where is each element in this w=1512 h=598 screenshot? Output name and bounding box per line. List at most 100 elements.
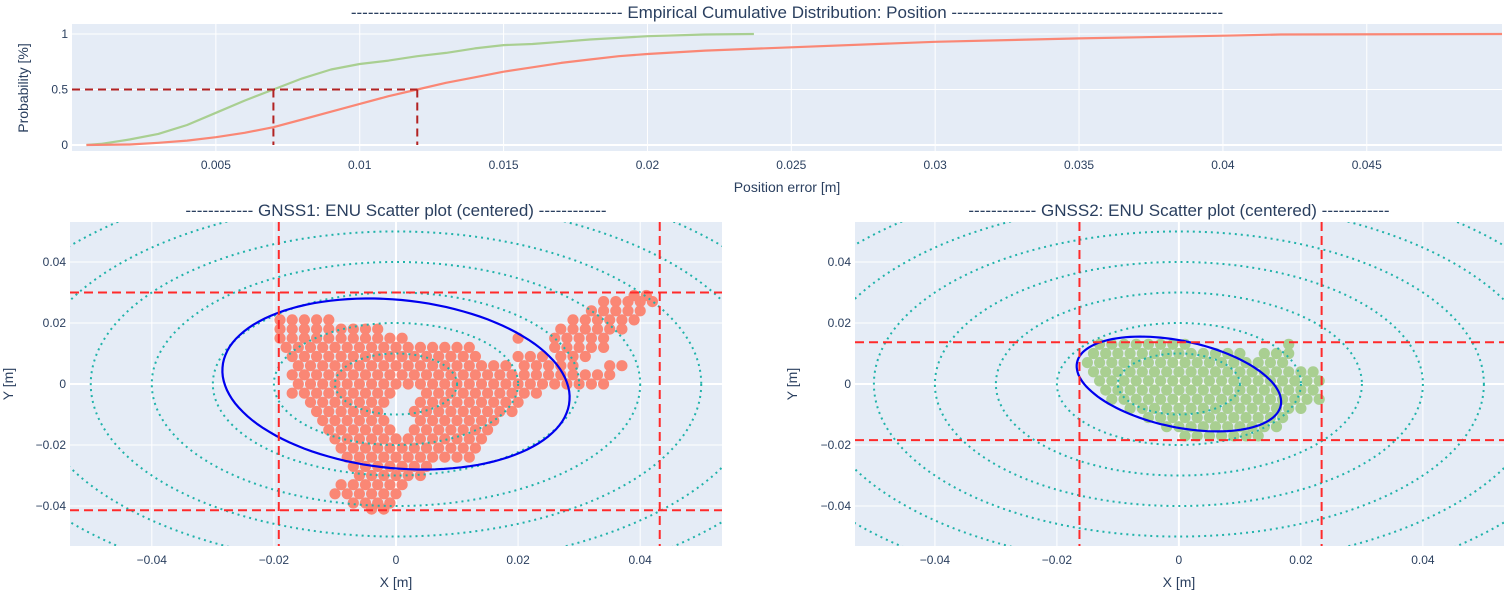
scatter-point bbox=[317, 396, 329, 408]
scatter-point bbox=[1106, 375, 1118, 387]
scatter-point bbox=[311, 387, 323, 399]
scatter-point bbox=[427, 415, 439, 427]
scatter-point bbox=[298, 323, 310, 335]
scatter-point bbox=[286, 350, 298, 363]
scatter-point bbox=[366, 341, 378, 353]
scatter-point bbox=[1167, 375, 1179, 387]
scatter-point bbox=[604, 323, 616, 335]
scatter-point bbox=[347, 405, 359, 418]
scatter-point bbox=[500, 360, 512, 372]
scatter-point bbox=[1197, 366, 1209, 378]
scatter-point bbox=[457, 442, 469, 454]
scatter-point bbox=[1234, 347, 1246, 360]
scatter-point bbox=[1179, 375, 1191, 387]
scatter-point bbox=[396, 350, 408, 363]
scatter-point bbox=[323, 387, 335, 399]
scatter-point bbox=[347, 350, 359, 363]
scatter-point bbox=[543, 360, 555, 372]
scatter-point bbox=[378, 415, 390, 427]
scatter-point bbox=[1179, 357, 1191, 369]
scatter-point bbox=[1216, 412, 1228, 424]
reference-circle bbox=[89, 230, 703, 538]
scatter-point bbox=[512, 350, 524, 363]
scatter-point bbox=[378, 433, 390, 445]
scatter-point bbox=[323, 424, 335, 436]
scatter-point bbox=[1185, 384, 1197, 396]
scatter-point bbox=[1191, 430, 1203, 442]
scatter-point bbox=[304, 396, 317, 408]
scatter-point bbox=[488, 396, 500, 408]
scatter-point bbox=[1124, 384, 1136, 396]
scatter-point bbox=[433, 369, 445, 381]
scatter-point bbox=[451, 396, 463, 408]
scatter-point bbox=[1209, 366, 1222, 378]
scatter-point bbox=[1197, 402, 1209, 414]
scatter-point bbox=[335, 442, 347, 454]
scatter-point bbox=[1167, 357, 1179, 369]
scatter-point bbox=[561, 332, 573, 344]
scatter-point bbox=[1295, 402, 1307, 414]
reference-circle bbox=[150, 260, 642, 508]
scatter-point bbox=[298, 350, 310, 363]
scatter-point bbox=[390, 469, 402, 482]
scatter-point bbox=[384, 350, 396, 363]
scatter-point bbox=[414, 341, 426, 353]
cdf-plot-area[interactable] bbox=[72, 24, 1502, 151]
y-tick-label: −0.02 bbox=[36, 438, 67, 452]
scatter-point bbox=[1234, 384, 1246, 396]
scatter-point bbox=[457, 369, 469, 381]
scatter-point bbox=[1124, 347, 1136, 360]
scatter-point bbox=[1270, 366, 1283, 378]
scatter-point bbox=[1295, 366, 1307, 378]
scatter-point bbox=[482, 424, 494, 436]
scatter-point bbox=[384, 460, 396, 472]
scatter-point bbox=[347, 369, 359, 381]
scatter-point bbox=[543, 369, 555, 381]
scatter-point bbox=[1252, 357, 1264, 369]
reference-circle bbox=[872, 230, 1485, 538]
scatter-point bbox=[335, 332, 347, 344]
scatter-point bbox=[585, 332, 598, 344]
scatter-point bbox=[420, 369, 433, 381]
y-tick-label: 0 bbox=[844, 377, 851, 391]
scatter-point bbox=[1148, 402, 1161, 414]
scatter-point bbox=[524, 378, 536, 390]
scatter-point bbox=[341, 415, 353, 427]
scatter-point bbox=[616, 360, 628, 372]
scatter-point bbox=[304, 378, 317, 390]
scatter-point bbox=[372, 323, 384, 335]
scatter-point bbox=[475, 415, 488, 427]
scatter-point bbox=[555, 360, 567, 372]
reference-circle bbox=[933, 260, 1424, 508]
scatter-point bbox=[1142, 393, 1154, 405]
scatter-point bbox=[347, 332, 359, 344]
scatter-point bbox=[311, 332, 323, 344]
scatter-point bbox=[408, 424, 420, 436]
scatter-point bbox=[561, 341, 573, 353]
scatter-point bbox=[1222, 384, 1234, 396]
scatter-point bbox=[1228, 393, 1240, 405]
gnss1-marks bbox=[70, 222, 722, 546]
scatter-point bbox=[1222, 402, 1234, 414]
scatter-point bbox=[1240, 375, 1252, 387]
scatter-point bbox=[420, 424, 433, 436]
scatter-point bbox=[1203, 430, 1215, 442]
scatter-point bbox=[598, 296, 610, 308]
scatter-point bbox=[311, 314, 323, 326]
scatter-point bbox=[372, 424, 384, 436]
scatter-point bbox=[1124, 402, 1136, 414]
scatter-point bbox=[1209, 421, 1222, 433]
scatter-point bbox=[1209, 384, 1222, 396]
scatter-point bbox=[1216, 393, 1228, 405]
scatter-point bbox=[598, 305, 610, 317]
scatter-point bbox=[1228, 430, 1240, 442]
scatter-point bbox=[335, 323, 347, 335]
scatter-point bbox=[555, 323, 567, 335]
x-tick-label: 0.035 bbox=[1064, 158, 1094, 172]
scatter-point bbox=[378, 488, 390, 500]
reference-circle bbox=[211, 291, 581, 477]
scatter-point bbox=[1155, 357, 1167, 369]
scatter-point bbox=[506, 405, 518, 418]
scatter-point bbox=[439, 396, 451, 408]
scatter-point bbox=[1173, 402, 1185, 414]
